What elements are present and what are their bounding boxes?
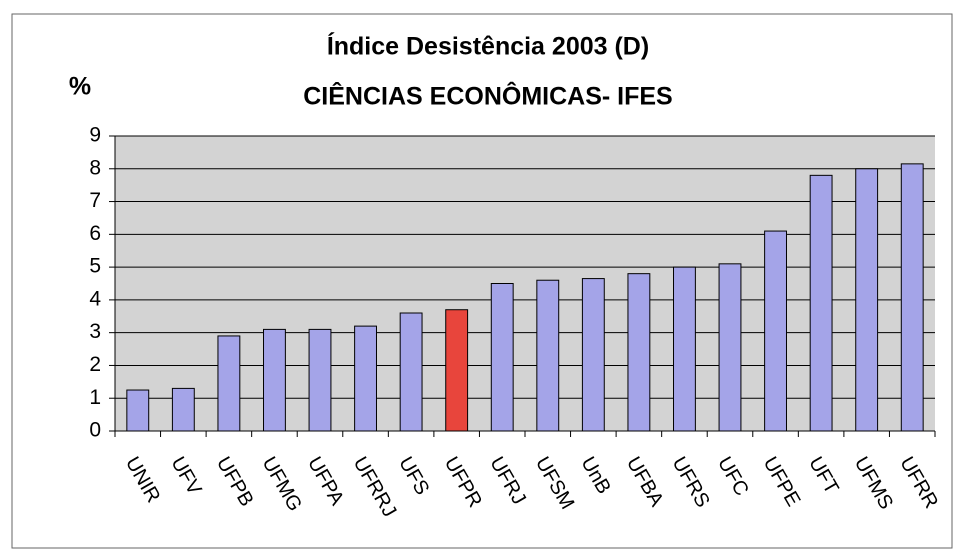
bar xyxy=(171,387,195,432)
chart-subtitle: CIÊNCIAS ECONÔMICAS- IFES xyxy=(303,81,672,111)
bar xyxy=(718,263,742,432)
bar xyxy=(764,230,787,432)
y-tick-label: 7 xyxy=(89,189,101,212)
plot-area xyxy=(115,136,935,431)
y-tick-label: 9 xyxy=(89,124,101,147)
bar xyxy=(263,328,286,432)
bar xyxy=(217,335,241,432)
bar xyxy=(354,325,377,432)
bar xyxy=(308,328,332,432)
chart-title: Índice Desistência 2003 (D) xyxy=(327,32,649,61)
y-tick-label: 0 xyxy=(89,419,101,442)
bar xyxy=(673,266,696,432)
y-tick-label: 8 xyxy=(89,156,101,179)
bar xyxy=(900,163,924,432)
bar xyxy=(581,278,605,432)
bar xyxy=(627,273,651,432)
y-axis-label: % xyxy=(69,73,91,101)
y-tick-label: 6 xyxy=(89,222,101,245)
bar xyxy=(445,309,469,432)
bar xyxy=(399,312,423,432)
bar xyxy=(809,174,833,432)
bar xyxy=(855,168,879,432)
bar xyxy=(490,283,514,432)
y-tick-label: 4 xyxy=(89,287,101,310)
bar xyxy=(126,389,150,432)
y-tick-label: 5 xyxy=(89,255,101,278)
y-tick-label: 2 xyxy=(89,353,101,376)
y-tick-label: 1 xyxy=(89,386,101,409)
y-tick-label: 3 xyxy=(89,320,101,343)
bar xyxy=(536,279,560,432)
